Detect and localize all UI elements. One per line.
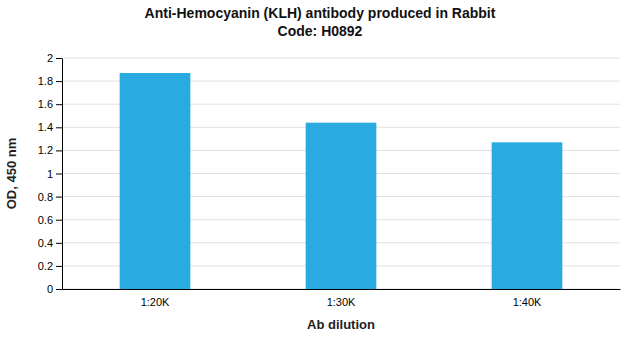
y-tick-mark [56,266,62,267]
bars [120,73,563,289]
y-tick: 0 [47,283,62,295]
grid-line [62,58,620,59]
y-tick-mark [56,58,62,59]
y-tick-label: 0.8 [38,191,53,203]
y-tick-label: 1.8 [38,75,53,87]
y-tick: 1.4 [38,121,62,133]
y-tick-label: 1.6 [38,98,53,110]
y-tick-mark [56,289,62,290]
grid [62,58,620,289]
x-axis-line [63,289,621,290]
y-axis: 0 0.2 0.4 0.6 0.8 1 1.2 1.4 1.6 1.8 2 [38,52,63,295]
y-tick: 1.8 [38,75,62,87]
y-axis-title: OD, 450 nm [4,138,19,210]
y-tick-label: 2 [47,52,53,64]
y-tick-label: 0 [47,283,53,295]
y-tick-label: 1.4 [38,121,53,133]
y-axis-line [62,59,63,290]
y-tick: 0.6 [38,214,62,226]
y-tick: 1 [47,168,62,180]
y-tick: 0.8 [38,191,62,203]
y-tick-label: 0.6 [38,214,53,226]
y-tick: 2 [47,52,62,64]
x-axis: 1:20K 1:30K 1:40K [63,290,621,308]
y-tick-mark [56,197,62,198]
y-tick-mark [56,243,62,244]
y-tick-mark [56,127,62,128]
y-tick: 0.4 [38,237,62,249]
y-tick: 1.6 [38,98,62,110]
y-tick-mark [56,81,62,82]
title: Anti-Hemocyanin (KLH) antibody produced … [145,5,496,21]
y-tick: 1.2 [38,144,62,156]
x-tick-label: 1:30K [327,296,356,308]
x-tick: 1:20K [141,296,170,308]
bar [306,123,377,289]
title-group: Anti-Hemocyanin (KLH) antibody produced … [145,5,496,39]
y-tick-mark [56,174,62,175]
x-axis-title: Ab dilution [307,317,375,332]
plot: 0 0.2 0.4 0.6 0.8 1 1.2 1.4 1.6 1.8 2 1:20K 1:30K 1:4… [38,52,621,308]
y-tick-label: 1 [47,168,53,180]
y-tick-mark [56,220,62,221]
x-tick: 1:30K [327,296,356,308]
y-tick-label: 1.2 [38,144,53,156]
bar [120,73,191,289]
subtitle: Code: H0892 [278,23,363,39]
x-tick: 1:40K [513,296,542,308]
chart: Anti-Hemocyanin (KLH) antibody produced … [0,0,640,339]
y-tick: 0.2 [38,260,62,272]
bar [492,142,563,289]
y-tick-label: 0.2 [38,260,53,272]
y-tick-label: 0.4 [38,237,53,249]
y-tick-mark [56,150,62,151]
x-tick-label: 1:40K [513,296,542,308]
x-tick-label: 1:20K [141,296,170,308]
y-tick-mark [56,104,62,105]
